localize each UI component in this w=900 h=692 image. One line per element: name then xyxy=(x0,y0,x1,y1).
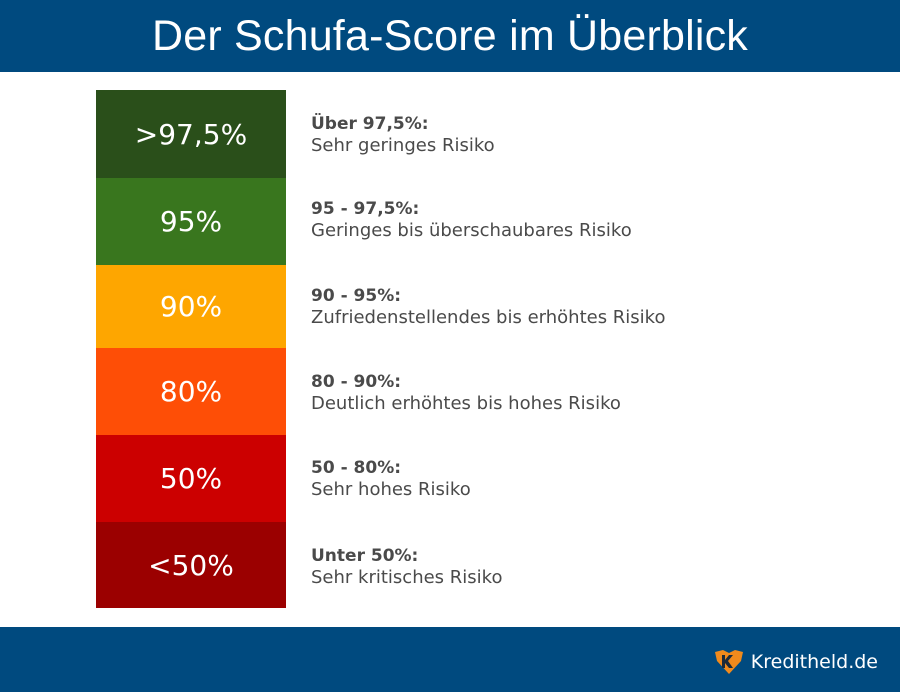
score-band-low-risk: 95% xyxy=(96,178,286,265)
risk-text: Zufriedenstellendes bis erhöhtes Risiko xyxy=(311,307,666,328)
score-band-critical-risk: <50% xyxy=(96,522,286,608)
score-description: Unter 50%: Sehr kritisches Risiko xyxy=(311,545,871,589)
score-range: 90 - 95%: xyxy=(311,286,402,306)
score-band-moderate-risk: 90% xyxy=(96,265,286,348)
score-range: 80 - 90%: xyxy=(311,372,402,392)
score-range: Unter 50%: xyxy=(311,546,419,566)
header-bar: Der Schufa-Score im Überblick xyxy=(0,0,900,72)
score-description: 80 - 90%: Deutlich erhöhtes bis hohes Ri… xyxy=(311,371,871,415)
risk-text: Sehr hohes Risiko xyxy=(311,479,471,500)
score-description: 95 - 97,5%: Geringes bis überschaubares … xyxy=(311,198,871,242)
score-description: Über 97,5%: Sehr geringes Risiko xyxy=(311,113,871,157)
risk-text: Sehr kritisches Risiko xyxy=(311,567,503,588)
score-band-label: <50% xyxy=(148,548,234,582)
score-description: 50 - 80%: Sehr hohes Risiko xyxy=(311,457,871,501)
brand-name: Kreditheld.de xyxy=(750,651,878,673)
score-scale: >97,5% 95% 90% 80% 50% <50% xyxy=(96,90,286,608)
brand-link[interactable]: Kreditheld.de xyxy=(713,649,878,675)
page-title: Der Schufa-Score im Überblick xyxy=(151,11,749,60)
score-band-label: 50% xyxy=(159,462,223,495)
score-range: Über 97,5%: xyxy=(311,114,429,134)
score-band-elevated-risk: 80% xyxy=(96,348,286,435)
risk-text: Geringes bis überschaubares Risiko xyxy=(311,220,632,241)
risk-text: Sehr geringes Risiko xyxy=(311,135,495,156)
score-band-very-low-risk: >97,5% xyxy=(96,90,286,178)
score-band-label: >97,5% xyxy=(134,117,248,151)
score-range: 95 - 97,5%: xyxy=(311,199,420,219)
shield-k-icon xyxy=(714,650,743,674)
score-band-label: 90% xyxy=(159,290,223,323)
footer-bar: Kreditheld.de xyxy=(0,627,900,692)
score-band-high-risk: 50% xyxy=(96,435,286,522)
score-range: 50 - 80%: xyxy=(311,458,402,478)
score-band-label: 80% xyxy=(159,375,223,408)
score-description: 90 - 95%: Zufriedenstellendes bis erhöht… xyxy=(311,285,871,329)
risk-text: Deutlich erhöhtes bis hohes Risiko xyxy=(311,393,621,414)
score-band-label: 95% xyxy=(159,205,223,238)
